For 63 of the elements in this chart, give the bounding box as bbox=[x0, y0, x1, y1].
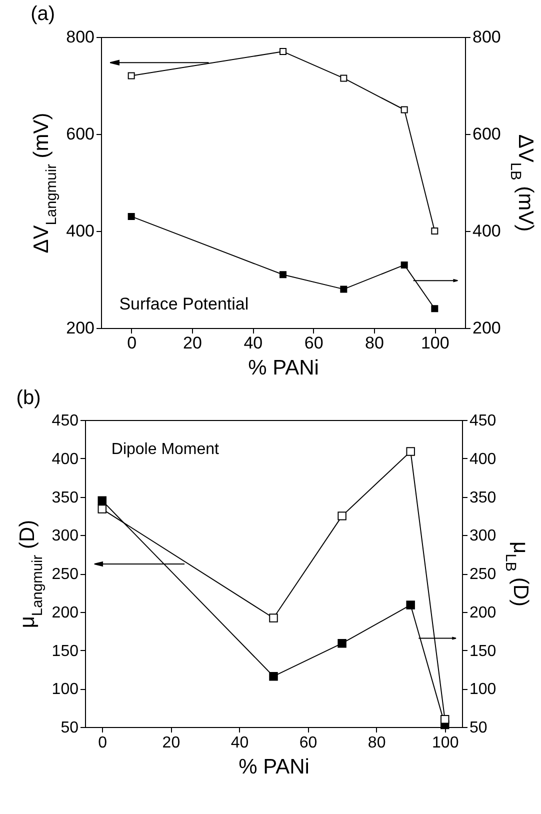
point bbox=[98, 504, 107, 514]
point bbox=[338, 638, 346, 648]
y2-tick-label: 200 bbox=[472, 318, 501, 338]
x-tick-label: 100 bbox=[420, 334, 450, 352]
point bbox=[400, 261, 408, 268]
y2-tick-label: 150 bbox=[470, 642, 496, 660]
y2-tick-label: 300 bbox=[470, 528, 496, 545]
y-tick-label: 150 bbox=[52, 642, 79, 660]
point bbox=[128, 212, 135, 220]
y-tick-label: 350 bbox=[52, 489, 79, 506]
x-tick-label: 40 bbox=[230, 734, 249, 752]
y-tick-label: 400 bbox=[66, 222, 94, 240]
point bbox=[406, 600, 415, 610]
point bbox=[440, 714, 450, 724]
y2-tick-label: 250 bbox=[470, 566, 496, 583]
point bbox=[280, 271, 286, 278]
x-tick-label: 100 bbox=[432, 734, 459, 752]
y2-tick-label: 100 bbox=[470, 681, 496, 698]
point bbox=[128, 72, 135, 80]
y-tick-label: 800 bbox=[66, 28, 94, 46]
y-tick-label: 400 bbox=[52, 450, 79, 468]
x-tick-label: 0 bbox=[98, 734, 108, 752]
y-tick-label: 100 bbox=[52, 681, 79, 698]
point bbox=[280, 48, 286, 56]
y2-tick-label: 400 bbox=[470, 450, 496, 468]
point bbox=[269, 614, 278, 622]
y-tick-label: 200 bbox=[52, 604, 79, 622]
annotation: Dipole Moment bbox=[111, 441, 220, 458]
x-tick-label: 40 bbox=[244, 334, 263, 352]
y2-tick-label: 600 bbox=[472, 124, 501, 144]
y2-tick-label: 350 bbox=[470, 489, 496, 506]
x-tick-label: 60 bbox=[304, 334, 324, 352]
x-tick-label: 0 bbox=[127, 334, 137, 352]
point bbox=[431, 228, 438, 234]
point bbox=[340, 286, 348, 293]
x-tick-label: 80 bbox=[365, 334, 384, 352]
y-tick-label: 50 bbox=[60, 720, 79, 736]
annotation: Surface Potential bbox=[119, 294, 249, 314]
x-tick-label: 20 bbox=[183, 334, 202, 352]
y-tick-label: 450 bbox=[52, 412, 79, 430]
point bbox=[400, 106, 408, 114]
y2-tick-label: 800 bbox=[472, 28, 501, 46]
y2-tick-label: 450 bbox=[470, 412, 496, 430]
y-tick-label: 600 bbox=[66, 124, 94, 144]
y-tick-label: 300 bbox=[52, 528, 79, 545]
y2-tick-label: 200 bbox=[470, 604, 496, 622]
point bbox=[98, 496, 107, 505]
point bbox=[269, 672, 278, 681]
x-axis-title: % PANi bbox=[238, 756, 310, 778]
x-tick-label: 60 bbox=[299, 734, 318, 752]
y-tick-label: 200 bbox=[66, 318, 94, 338]
y2-tick-label: 50 bbox=[470, 720, 488, 736]
point bbox=[431, 305, 438, 312]
chart-title: (b) bbox=[16, 387, 41, 409]
point bbox=[338, 512, 346, 520]
x-axis-title: % PANi bbox=[248, 356, 319, 380]
point bbox=[406, 447, 415, 456]
x-tick-label: 80 bbox=[368, 734, 386, 752]
point bbox=[340, 74, 348, 82]
y-tick-label: 250 bbox=[52, 566, 79, 583]
chart-title: (a) bbox=[30, 3, 56, 25]
y2-tick-label: 400 bbox=[472, 222, 501, 240]
x-tick-label: 20 bbox=[162, 734, 180, 752]
